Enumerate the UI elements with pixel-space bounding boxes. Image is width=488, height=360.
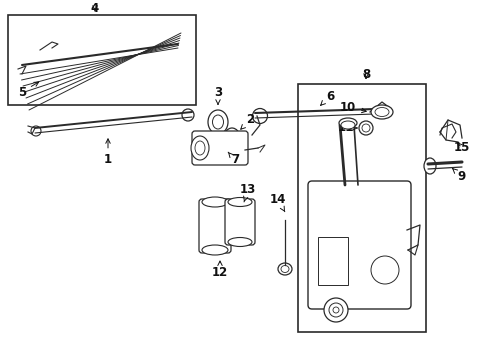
Ellipse shape	[338, 118, 356, 128]
Ellipse shape	[195, 141, 204, 155]
Text: 13: 13	[240, 184, 256, 202]
Text: 6: 6	[320, 90, 333, 105]
Text: 12: 12	[211, 261, 228, 279]
Bar	[297, 84, 425, 332]
Ellipse shape	[340, 121, 354, 129]
Ellipse shape	[191, 136, 208, 160]
Ellipse shape	[281, 265, 288, 273]
Text: 5: 5	[18, 82, 39, 99]
FancyBboxPatch shape	[224, 199, 254, 245]
Circle shape	[324, 298, 347, 322]
Ellipse shape	[423, 158, 435, 174]
Text: 9: 9	[452, 168, 465, 184]
Circle shape	[332, 307, 338, 313]
FancyBboxPatch shape	[192, 131, 247, 165]
Text: 4: 4	[91, 1, 99, 14]
Ellipse shape	[202, 197, 227, 207]
Circle shape	[370, 256, 398, 284]
Text: 14: 14	[269, 193, 285, 212]
Ellipse shape	[212, 115, 223, 129]
Text: 8: 8	[361, 68, 369, 81]
Ellipse shape	[202, 245, 227, 255]
Ellipse shape	[227, 198, 251, 207]
Ellipse shape	[358, 121, 372, 135]
Ellipse shape	[374, 108, 388, 117]
Text: 2: 2	[240, 113, 254, 129]
Text: 3: 3	[214, 85, 222, 104]
Circle shape	[182, 109, 194, 121]
Ellipse shape	[361, 124, 369, 132]
FancyBboxPatch shape	[307, 181, 410, 309]
Ellipse shape	[224, 128, 240, 148]
Circle shape	[252, 108, 267, 123]
Bar	[317, 237, 347, 285]
FancyBboxPatch shape	[199, 199, 230, 253]
Text: 11: 11	[337, 121, 356, 135]
Text: 1: 1	[104, 139, 112, 166]
Bar	[8, 15, 196, 105]
Text: 15: 15	[453, 141, 469, 154]
Circle shape	[328, 303, 342, 317]
Ellipse shape	[227, 238, 251, 247]
Ellipse shape	[278, 263, 291, 275]
Text: 10: 10	[339, 102, 366, 114]
Ellipse shape	[207, 110, 227, 134]
Circle shape	[31, 126, 41, 136]
Ellipse shape	[370, 105, 392, 119]
Circle shape	[362, 104, 377, 120]
Ellipse shape	[227, 132, 236, 144]
Text: 7: 7	[228, 152, 239, 166]
